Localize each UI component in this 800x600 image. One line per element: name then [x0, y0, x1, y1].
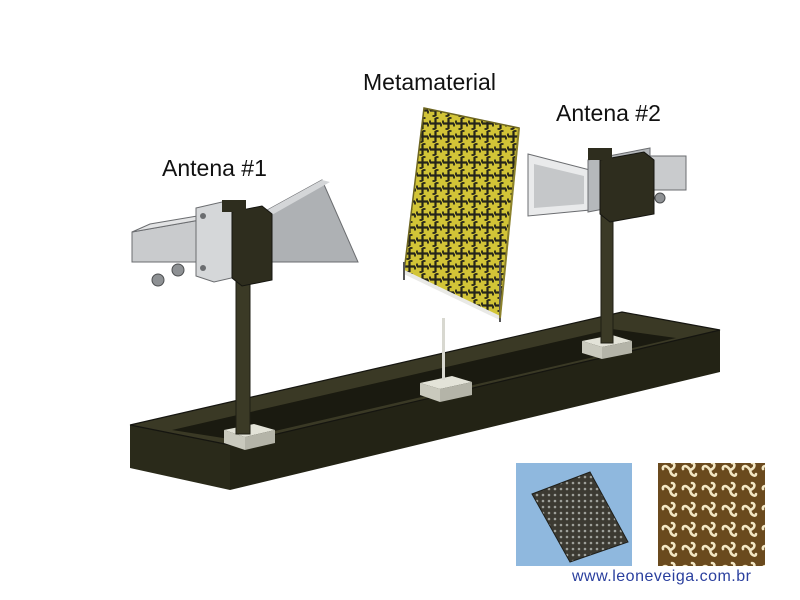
antenna-2-label: Antena #2	[556, 100, 661, 126]
metamaterial-label: Metamaterial	[363, 69, 496, 95]
metamaterial-post	[442, 318, 445, 380]
metamaterial-closeup-photo	[658, 463, 765, 566]
website-credit: www.leoneveiga.com.br	[572, 568, 752, 585]
bench-side	[230, 330, 720, 490]
antenna-1-post	[235, 271, 251, 435]
antenna-2-post	[600, 204, 614, 344]
metamaterial-sample-photo	[516, 463, 632, 566]
horn-antenna-icon	[527, 147, 687, 223]
antenna-1-label: Antena #1	[162, 155, 267, 181]
horn-antenna-icon	[131, 179, 359, 287]
bench-front	[130, 425, 230, 490]
metamaterial-base-block	[420, 376, 472, 402]
metamaterial-panel-icon	[403, 107, 520, 322]
